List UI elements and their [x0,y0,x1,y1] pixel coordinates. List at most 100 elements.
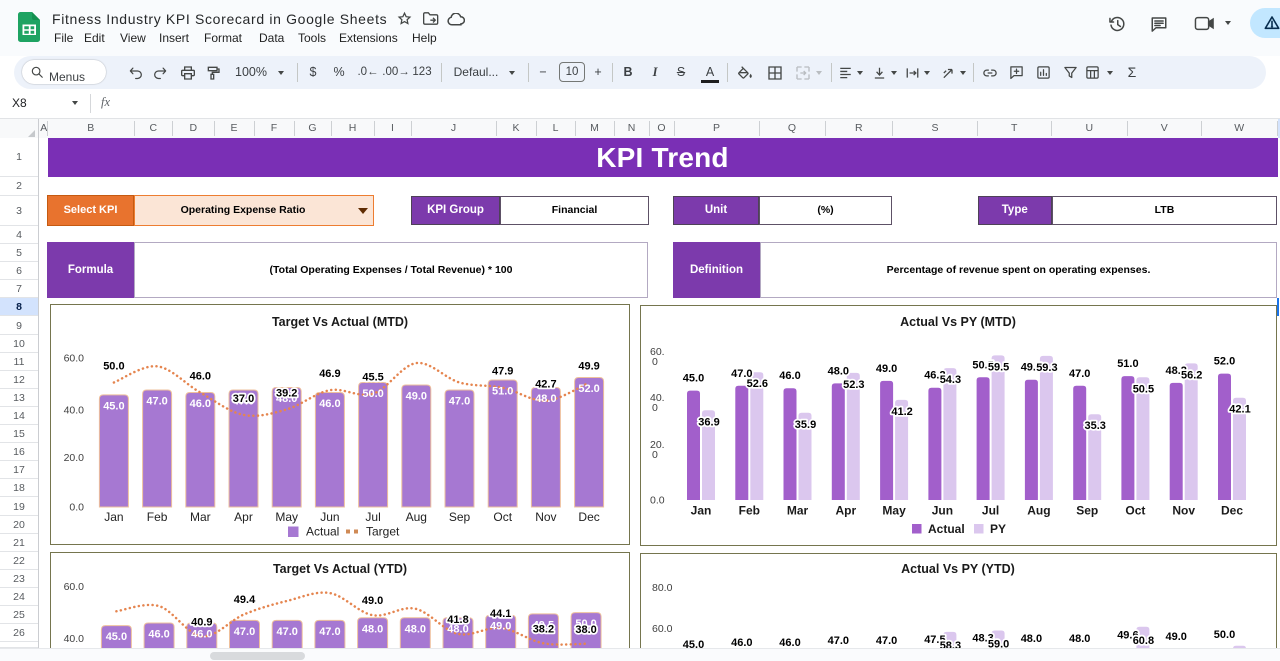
svg-text:49.5: 49.5 [533,619,554,631]
svg-text:PY: PY [990,522,1006,536]
svg-text:46.0: 46.0 [191,629,212,641]
svg-text:50.5: 50.5 [972,359,993,371]
svg-text:0: 0 [652,449,658,461]
svg-text:48.2: 48.2 [1165,365,1186,377]
svg-text:46.0: 46.0 [190,398,211,410]
svg-text:Actual Vs PY (MTD): Actual Vs PY (MTD) [900,315,1016,329]
svg-text:48.0: 48.0 [405,623,426,635]
svg-text:46.0: 46.0 [190,371,211,383]
svg-text:Actual: Actual [306,525,339,539]
svg-text:40.9: 40.9 [191,616,212,628]
svg-text:50.5: 50.5 [1133,383,1154,395]
svg-text:45.0: 45.0 [103,400,124,412]
svg-text:60.0: 60.0 [64,581,85,593]
svg-text:May: May [275,510,298,524]
svg-text:47.0: 47.0 [449,396,470,408]
svg-text:52.0: 52.0 [578,383,599,395]
svg-text:49.4: 49.4 [234,594,256,606]
svg-text:Actual: Actual [928,522,965,536]
svg-text:49.9: 49.9 [578,361,599,373]
svg-text:35.3: 35.3 [1084,420,1105,432]
svg-text:Jun: Jun [932,504,953,518]
svg-text:35.9: 35.9 [795,419,816,431]
svg-text:45.0: 45.0 [106,631,127,643]
svg-text:47.0: 47.0 [876,635,897,647]
svg-text:Jul: Jul [982,504,999,518]
svg-text:48.0: 48.0 [828,365,849,377]
svg-text:Jan: Jan [691,504,712,518]
svg-text:42.1: 42.1 [1229,404,1250,416]
svg-text:Aug: Aug [1027,504,1050,518]
svg-text:Dec: Dec [578,510,599,524]
svg-text:46.0: 46.0 [779,370,800,382]
svg-text:49.0: 49.0 [1165,631,1186,643]
svg-text:59.0: 59.0 [988,639,1009,651]
svg-text:38.0: 38.0 [575,624,596,636]
svg-text:46.9: 46.9 [319,368,340,380]
svg-text:47.0: 47.0 [731,368,752,380]
svg-text:46.0: 46.0 [731,637,752,649]
svg-text:50.0: 50.0 [103,361,124,373]
svg-text:59.5: 59.5 [988,361,1009,373]
svg-text:49.0: 49.0 [362,595,383,607]
svg-text:80.0: 80.0 [652,582,673,594]
svg-text:Jun: Jun [320,510,339,524]
svg-text:47.5: 47.5 [924,634,945,646]
svg-text:20.: 20. [650,439,665,451]
svg-text:Apr: Apr [234,510,253,524]
svg-text:47.0: 47.0 [1069,368,1090,380]
svg-text:47.9: 47.9 [492,366,513,378]
svg-text:Mar: Mar [190,510,211,524]
svg-text:41.8: 41.8 [447,614,468,626]
svg-text:Target Vs Actual (YTD): Target Vs Actual (YTD) [273,562,407,576]
svg-text:42.7: 42.7 [535,379,556,391]
svg-text:0.0: 0.0 [650,495,665,507]
svg-text:48.0: 48.0 [1069,633,1090,645]
svg-text:48.0: 48.0 [362,623,383,635]
svg-text:49.5: 49.5 [1021,362,1042,374]
svg-text:48.0: 48.0 [276,393,297,405]
svg-text:60.: 60. [650,346,665,358]
svg-text:45.0: 45.0 [683,639,704,651]
svg-text:46.0: 46.0 [779,637,800,649]
svg-text:Jan: Jan [104,510,123,524]
svg-text:Aug: Aug [406,510,427,524]
svg-text:40.0: 40.0 [64,633,85,645]
svg-text:Oct: Oct [1125,504,1145,518]
svg-text:Sep: Sep [1076,504,1098,518]
svg-text:47.0: 47.0 [233,396,254,408]
svg-text:47.0: 47.0 [146,396,167,408]
svg-text:49.6: 49.6 [1117,630,1138,642]
svg-text:Sep: Sep [449,510,471,524]
svg-text:47.0: 47.0 [234,626,255,638]
svg-text:52.3: 52.3 [843,379,864,391]
svg-text:48.0: 48.0 [1021,633,1042,645]
svg-text:Nov: Nov [1172,504,1195,518]
svg-text:Apr: Apr [835,504,856,518]
svg-text:41.2: 41.2 [891,406,912,418]
svg-text:50.0: 50.0 [575,618,596,630]
svg-text:58.3: 58.3 [940,640,961,652]
svg-text:Target: Target [366,525,400,539]
svg-text:20.0: 20.0 [64,452,85,464]
svg-text:May: May [882,504,906,518]
svg-text:51.0: 51.0 [492,386,513,398]
svg-text:47.0: 47.0 [276,626,297,638]
svg-text:36.9: 36.9 [698,416,719,428]
svg-text:40.: 40. [650,392,665,404]
svg-text:52.6: 52.6 [747,378,768,390]
svg-text:60.0: 60.0 [652,623,673,635]
svg-text:48.0: 48.0 [535,393,556,405]
svg-text:0: 0 [652,356,658,368]
svg-text:54.3: 54.3 [940,374,961,386]
svg-text:Dec: Dec [1221,504,1243,518]
svg-text:46.0: 46.0 [319,398,340,410]
svg-text:Jul: Jul [365,510,380,524]
svg-text:48.0: 48.0 [447,623,468,635]
svg-text:47.0: 47.0 [828,635,849,647]
svg-text:49.0: 49.0 [876,363,897,375]
svg-text:37.0: 37.0 [233,393,254,405]
svg-text:59.3: 59.3 [1036,362,1057,374]
svg-text:45.0: 45.0 [683,373,704,385]
svg-text:Actual Vs PY (YTD): Actual Vs PY (YTD) [901,562,1015,576]
